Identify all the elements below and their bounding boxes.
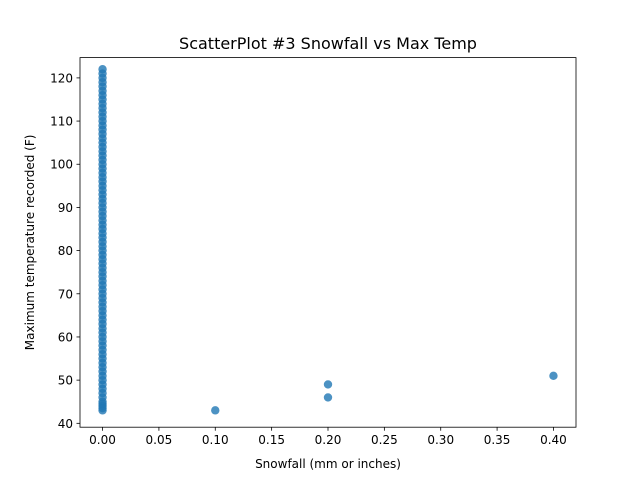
data-point (324, 380, 332, 388)
x-axis-label: Snowfall (mm or inches) (255, 457, 401, 471)
y-tick-label: 60 (58, 330, 73, 344)
y-tick-label: 50 (58, 374, 73, 388)
y-tick-label: 70 (58, 287, 73, 301)
x-tick-label: 0.15 (258, 433, 285, 447)
data-point (549, 372, 557, 380)
x-tick-label: 0.20 (315, 433, 342, 447)
y-tick-label: 90 (58, 201, 73, 215)
x-tick-label: 0.25 (371, 433, 398, 447)
data-point (324, 393, 332, 401)
y-tick-label: 40 (58, 417, 73, 431)
y-tick-label: 80 (58, 244, 73, 258)
x-tick-label: 0.35 (484, 433, 511, 447)
x-tick-label: 0.30 (427, 433, 454, 447)
y-axis-label: Maximum temperature recorded (F) (23, 135, 37, 351)
y-tick-label: 120 (50, 71, 73, 85)
y-tick-label: 100 (50, 158, 73, 172)
data-point (98, 404, 106, 412)
x-tick-label: 0.10 (202, 433, 229, 447)
x-tick-label: 0.40 (540, 433, 567, 447)
y-tick-label: 110 (50, 115, 73, 129)
x-tick-label: 0.00 (89, 433, 116, 447)
data-point (98, 65, 106, 73)
chart-title: ScatterPlot #3 Snowfall vs Max Temp (179, 34, 477, 53)
data-point (211, 406, 219, 414)
x-tick-label: 0.05 (146, 433, 173, 447)
